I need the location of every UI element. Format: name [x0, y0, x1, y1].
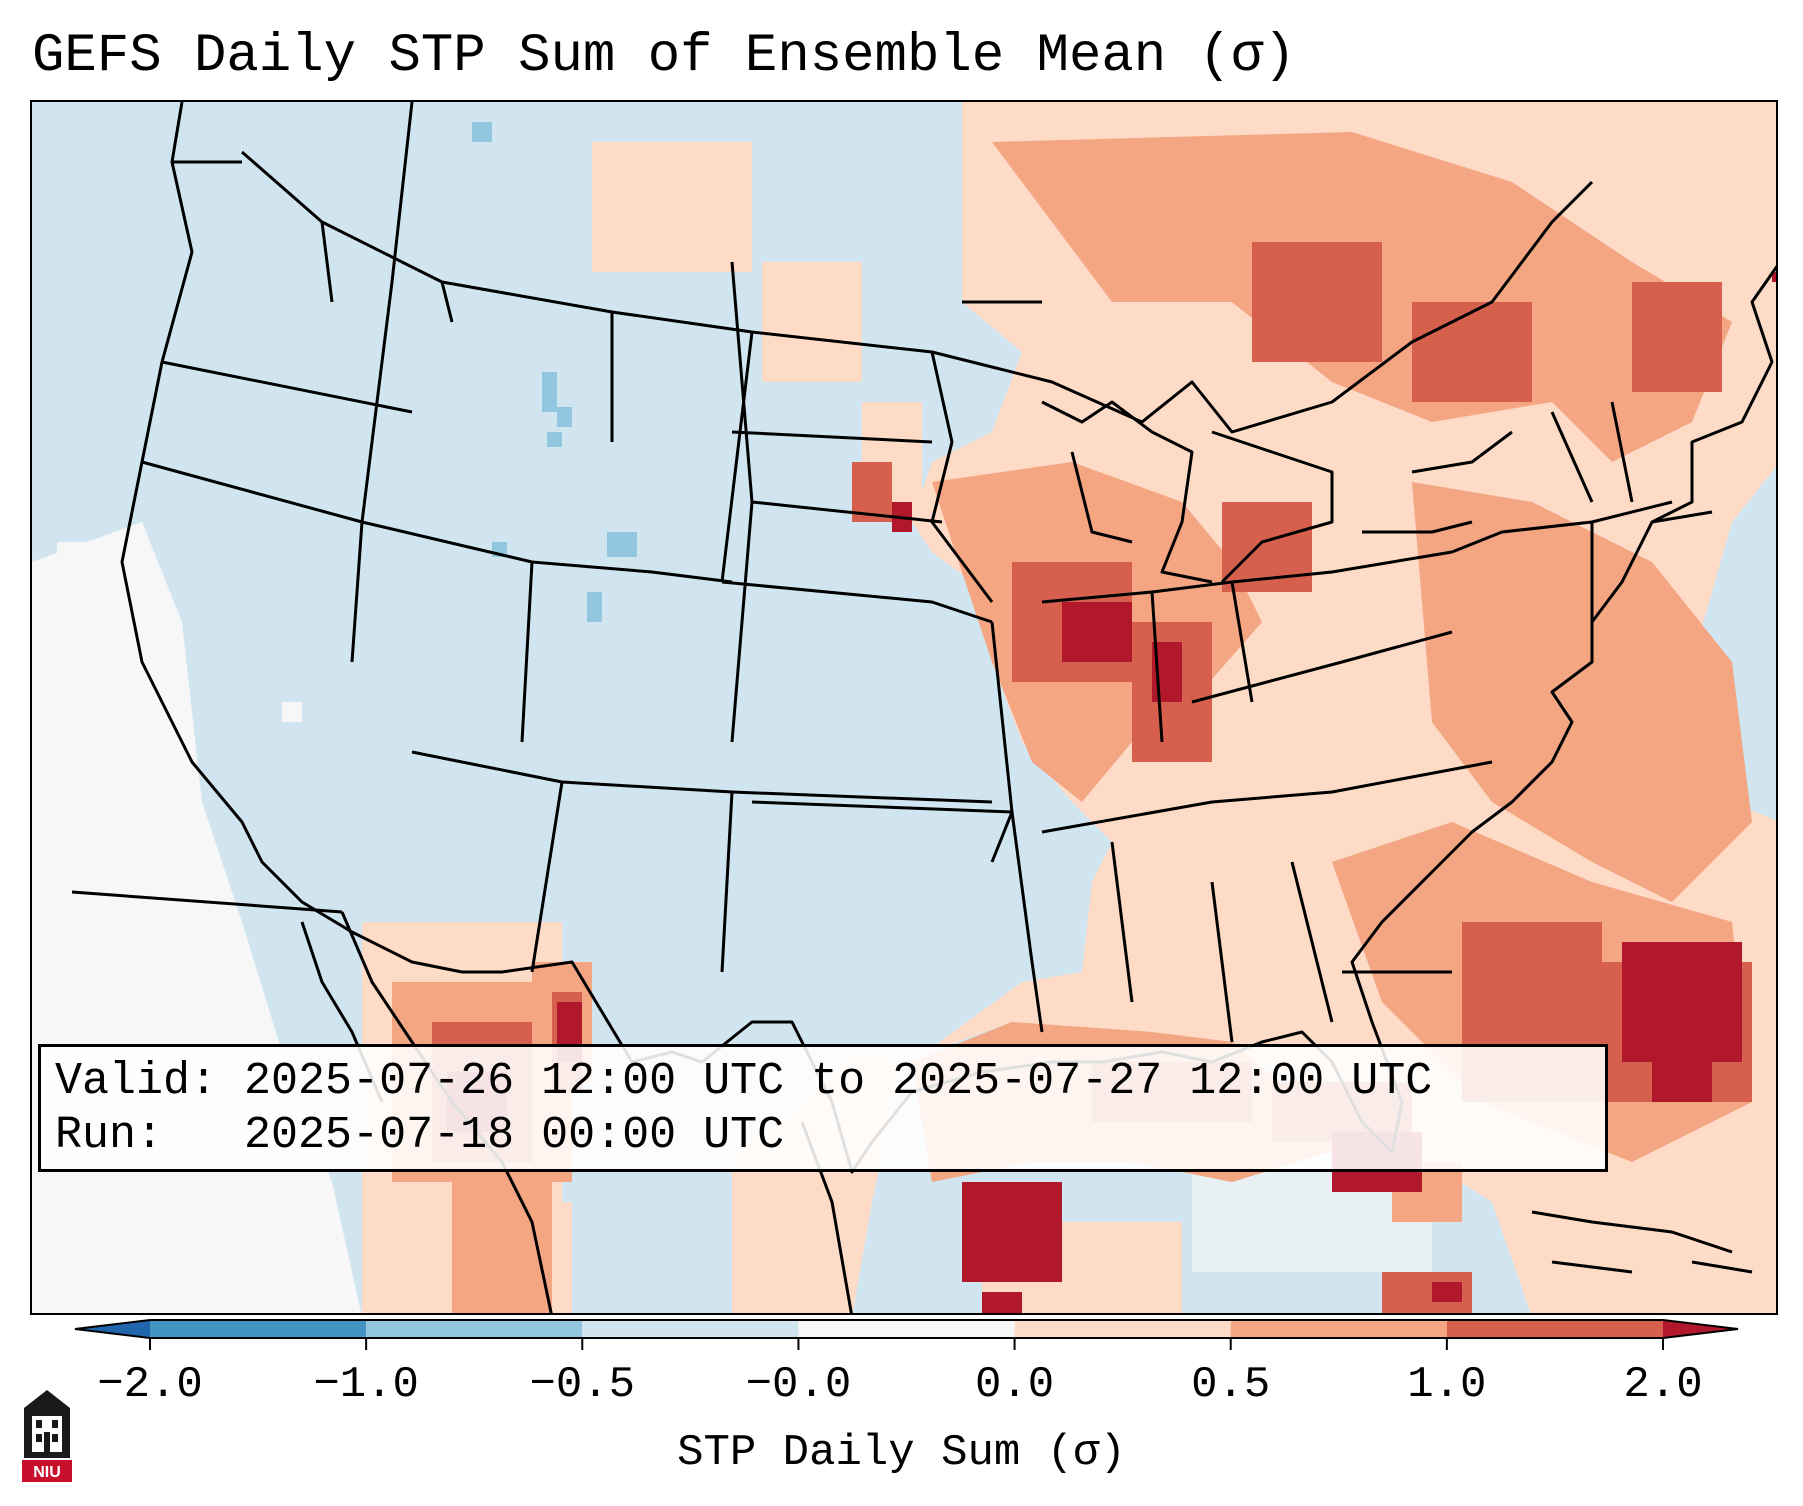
- state-lines: [71, 102, 1713, 1043]
- run-label: Run:: [55, 1110, 164, 1161]
- valid-time-range: 2025-07-26 12:00 UTC to 2025-07-27 12:00…: [244, 1056, 1433, 1107]
- colorbar-bin: [366, 1320, 583, 1338]
- valid-label: Valid:: [55, 1056, 218, 1107]
- colorbar-tick-label: 1.0: [1407, 1360, 1487, 1410]
- chart-title: GEFS Daily STP Sum of Ensemble Mean (σ): [32, 26, 1296, 87]
- colorbar-bin: [150, 1320, 367, 1338]
- svg-text:NIU: NIU: [33, 1464, 61, 1481]
- colorbar-bin: [798, 1320, 1015, 1338]
- colorbar-extend-high: [1663, 1320, 1738, 1338]
- colorbar-extend-low: [75, 1320, 150, 1338]
- colorbar-tick-label: 0.0: [974, 1360, 1055, 1410]
- colorbar-label: STP Daily Sum (σ): [677, 1428, 1126, 1478]
- colorbar-tick-label: −2.0: [97, 1360, 203, 1410]
- colorbar-bin: [1446, 1320, 1663, 1338]
- colorbar-bin: [1230, 1320, 1447, 1338]
- colorbar-tick-label: −1.0: [313, 1360, 419, 1410]
- colorbar-tick-label: 2.0: [1623, 1360, 1703, 1410]
- colorbar: [74, 1319, 1739, 1350]
- colorbar-tick-label: 0.5: [1191, 1360, 1271, 1410]
- colorbar-tick-label: −0.0: [745, 1360, 852, 1410]
- caribbean-islands: [1531, 1210, 1753, 1274]
- great-lakes: [1041, 400, 1513, 584]
- validity-info-box: Valid: 2025-07-26 12:00 UTC to 2025-07-2…: [38, 1044, 1608, 1172]
- run-time: 2025-07-18 00:00 UTC: [244, 1110, 785, 1161]
- niu-logo: NIU: [22, 1390, 72, 1482]
- colorbar-tick-label: −0.5: [529, 1360, 636, 1410]
- colorbar-bin: [582, 1320, 799, 1338]
- canada-border: [241, 150, 1594, 434]
- colorbar-bin: [1014, 1320, 1231, 1338]
